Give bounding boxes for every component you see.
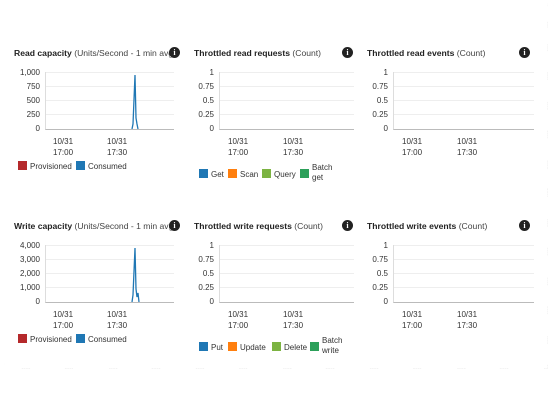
y-tick: 0.75 xyxy=(198,255,214,264)
y-tick: 0.5 xyxy=(202,269,214,278)
info-icon[interactable]: i xyxy=(169,47,180,58)
plot-area[interactable] xyxy=(219,245,354,303)
y-tick: 1,000 xyxy=(19,283,40,292)
x-tick: 10/31 17:30 xyxy=(457,137,478,157)
consumed-line xyxy=(131,74,139,129)
plot-area[interactable] xyxy=(45,245,174,303)
read-capacity-panel: Read capacity (Units/Second - 1 min avg)… xyxy=(4,3,184,193)
legend-delete[interactable]: Delete xyxy=(272,342,307,353)
legend-query[interactable]: Query xyxy=(262,169,296,180)
panel-title: Throttled read events (Count) xyxy=(367,48,486,58)
y-tick: 0.25 xyxy=(198,110,214,119)
info-icon[interactable]: i xyxy=(342,220,353,231)
y-tick: 0.25 xyxy=(372,110,388,119)
y-tick: 0.75 xyxy=(372,82,388,91)
write-capacity-panel: Write capacity (Units/Second - 1 min avg… xyxy=(4,176,184,366)
panel-title: Write capacity (Units/Second - 1 min avg… xyxy=(14,221,177,231)
y-tick: 0.5 xyxy=(376,96,388,105)
y-tick: 250 xyxy=(26,110,40,119)
x-tick: 10/31 17:00 xyxy=(228,310,249,330)
legend-batch-get[interactable]: Batch get xyxy=(300,163,332,183)
legend-consumed[interactable]: Consumed xyxy=(76,334,127,345)
legend-provisioned[interactable]: Provisioned xyxy=(18,334,72,345)
legend-get[interactable]: Get xyxy=(199,169,224,180)
x-tick: 10/31 17:00 xyxy=(53,310,74,330)
y-tick: 0.75 xyxy=(198,82,214,91)
y-tick: 0.5 xyxy=(202,96,214,105)
plot-area[interactable] xyxy=(219,72,354,130)
consumed-line xyxy=(131,247,140,302)
x-tick: 10/31 17:00 xyxy=(53,137,74,157)
x-tick: 10/31 17:30 xyxy=(283,310,304,330)
x-tick: 10/31 17:00 xyxy=(402,137,423,157)
panel-title: Throttled write requests (Count) xyxy=(194,221,323,231)
y-tick: 1 xyxy=(209,68,214,77)
y-tick: 0.5 xyxy=(376,269,388,278)
x-tick: 10/31 17:30 xyxy=(107,137,128,157)
y-tick: 0.75 xyxy=(372,255,388,264)
plot-area[interactable] xyxy=(45,72,174,130)
y-tick: 1 xyxy=(383,241,388,250)
x-tick: 10/31 17:30 xyxy=(283,137,304,157)
panel-title: Read capacity (Units/Second - 1 min avg) xyxy=(14,48,176,58)
legend-provisioned[interactable]: Provisioned xyxy=(18,161,72,172)
y-tick: 0 xyxy=(35,297,40,306)
y-tick: 500 xyxy=(26,96,40,105)
panel-title: Throttled read requests (Count) xyxy=(194,48,322,58)
throttled-write-requests-panel: Throttled write requests (Count) i 1 0.7… xyxy=(184,176,364,366)
y-tick: 0 xyxy=(209,124,214,133)
y-tick: 0 xyxy=(383,124,388,133)
legend-put[interactable]: Put xyxy=(199,342,223,353)
y-tick: 0 xyxy=(209,297,214,306)
plot-area[interactable] xyxy=(393,72,534,130)
info-icon[interactable]: i xyxy=(519,220,530,231)
info-icon[interactable]: i xyxy=(342,47,353,58)
y-tick: 0 xyxy=(383,297,388,306)
y-tick: 0 xyxy=(35,124,40,133)
legend-consumed[interactable]: Consumed xyxy=(76,161,127,172)
legend-update[interactable]: Update xyxy=(228,342,266,353)
y-tick: 750 xyxy=(26,82,40,91)
metrics-dashboard: Read capacity (Units/Second - 1 min avg)… xyxy=(4,3,548,369)
x-tick: 10/31 17:00 xyxy=(228,137,249,157)
y-tick: 3,000 xyxy=(19,255,40,264)
info-icon[interactable]: i xyxy=(169,220,180,231)
y-tick: 0.25 xyxy=(198,283,214,292)
x-tick: 10/31 17:30 xyxy=(457,310,478,330)
y-tick: 4,000 xyxy=(19,241,40,250)
x-tick: 10/31 17:00 xyxy=(402,310,423,330)
plot-area[interactable] xyxy=(393,245,534,303)
legend-batch-write[interactable]: Batch write xyxy=(310,336,344,356)
y-tick: 1,000 xyxy=(19,68,40,77)
y-tick: 1 xyxy=(383,68,388,77)
y-tick: 0.25 xyxy=(372,283,388,292)
throttled-read-requests-panel: Throttled read requests (Count) i 1 0.75… xyxy=(184,3,364,193)
throttled-read-events-panel: Throttled read events (Count) i 1 0.75 0… xyxy=(364,3,548,193)
panel-title: Throttled write events (Count) xyxy=(367,221,488,231)
legend-scan[interactable]: Scan xyxy=(228,169,258,180)
y-tick: 1 xyxy=(209,241,214,250)
x-tick: 10/31 17:30 xyxy=(107,310,128,330)
info-icon[interactable]: i xyxy=(519,47,530,58)
throttled-write-events-panel: Throttled write events (Count) i 1 0.75 … xyxy=(364,176,548,366)
y-tick: 2,000 xyxy=(19,269,40,278)
